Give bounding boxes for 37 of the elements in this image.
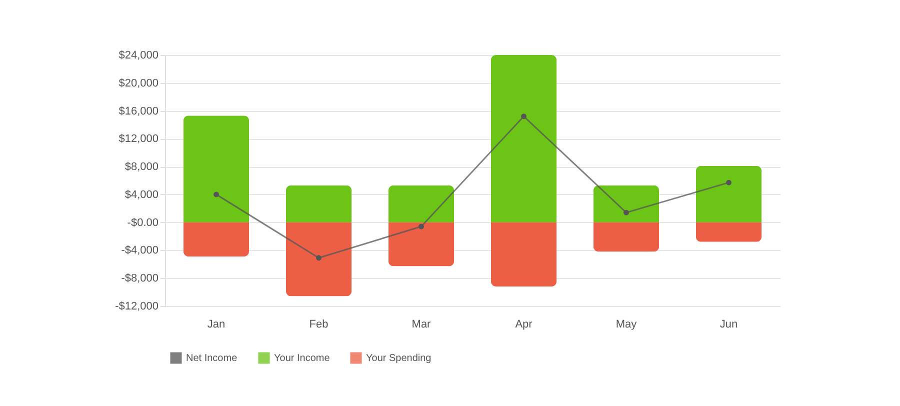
y-tick-label: -$0.00 — [127, 216, 158, 229]
y-tick-label: $8,000 — [124, 161, 158, 174]
y-tick-label: $20,000 — [118, 77, 158, 90]
y-tick-label: -$4,000 — [121, 244, 158, 257]
bar — [593, 185, 660, 222]
y-tick-label: $12,000 — [118, 133, 158, 146]
bar — [183, 222, 250, 256]
legend-label: Your Spending — [366, 353, 432, 364]
bar — [593, 222, 660, 252]
y-tick-label: -$12,000 — [115, 300, 158, 312]
bar — [388, 222, 454, 266]
point — [316, 255, 322, 261]
x-tick-label: Feb — [309, 318, 328, 330]
x-tick-label: Jun — [720, 318, 738, 330]
y-tick-label: $4,000 — [124, 188, 158, 201]
bar — [490, 222, 557, 286]
bar — [696, 166, 762, 222]
y-tick-label: -$8,000 — [121, 272, 158, 285]
x-tick-label: Jan — [207, 318, 226, 330]
x-tick-label: May — [616, 318, 638, 330]
bar — [696, 222, 762, 242]
point — [624, 210, 629, 216]
bar — [286, 222, 352, 296]
bar — [183, 116, 250, 222]
y-tick-label: $24,000 — [118, 50, 158, 62]
legend-label: Net Income — [186, 353, 238, 364]
point — [214, 192, 219, 198]
point — [418, 224, 424, 230]
x-tick-label: Apr — [515, 318, 533, 330]
x-tick-label: Mar — [412, 318, 432, 330]
legend-label: Your Income — [274, 353, 330, 364]
bar — [286, 185, 352, 222]
bar — [388, 185, 454, 222]
point — [726, 180, 732, 186]
point — [521, 114, 526, 120]
y-tick-label: $16,000 — [118, 105, 158, 118]
bar — [490, 55, 557, 222]
